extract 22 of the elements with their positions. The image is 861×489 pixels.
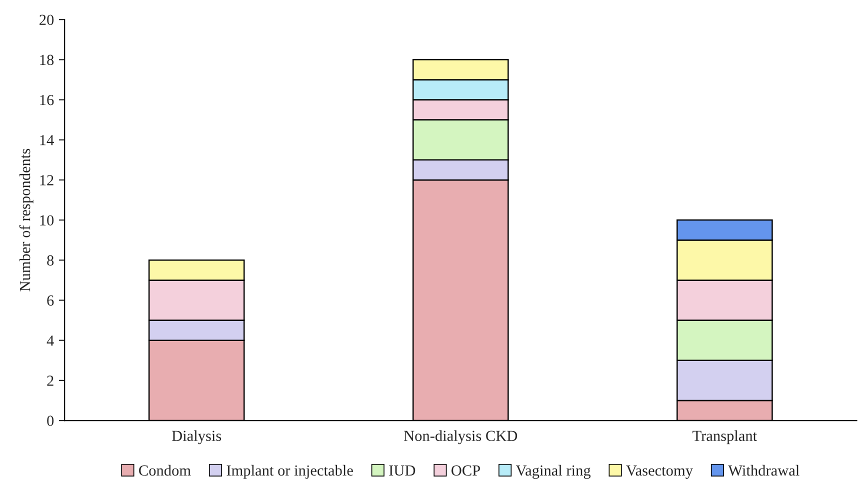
y-tick-label: 8 — [47, 255, 54, 266]
legend-label: Vasectomy — [626, 466, 693, 479]
y-tick-label: 14 — [40, 135, 54, 146]
legend-label: Withdrawal — [728, 464, 800, 476]
x-tick-label: Dialysis — [172, 430, 222, 444]
x-tick-label: Non-dialysis CKD — [404, 430, 518, 444]
legend-label: Implant or injectable — [226, 464, 353, 479]
y-tick-label: 10 — [40, 215, 54, 226]
x-tick-label: Transplant — [692, 430, 757, 444]
y-tick-label: 2 — [47, 376, 54, 386]
legend-label: Condom — [139, 464, 191, 476]
legend-label: OCP — [452, 465, 480, 476]
legend-label: IUD — [389, 466, 416, 476]
y-tick-label: 18 — [40, 54, 54, 66]
y-tick-label: 0 — [47, 416, 54, 426]
y-tick-label: 20 — [40, 14, 54, 26]
y-tick-label: 6 — [47, 295, 54, 306]
y-axis-title: Number of respondents — [19, 148, 34, 292]
y-tick-label: 4 — [46, 336, 54, 346]
y-tick-label: 16 — [40, 94, 54, 106]
legend-label: Vaginal ring — [516, 464, 591, 479]
y-tick-label: 12 — [40, 175, 54, 186]
